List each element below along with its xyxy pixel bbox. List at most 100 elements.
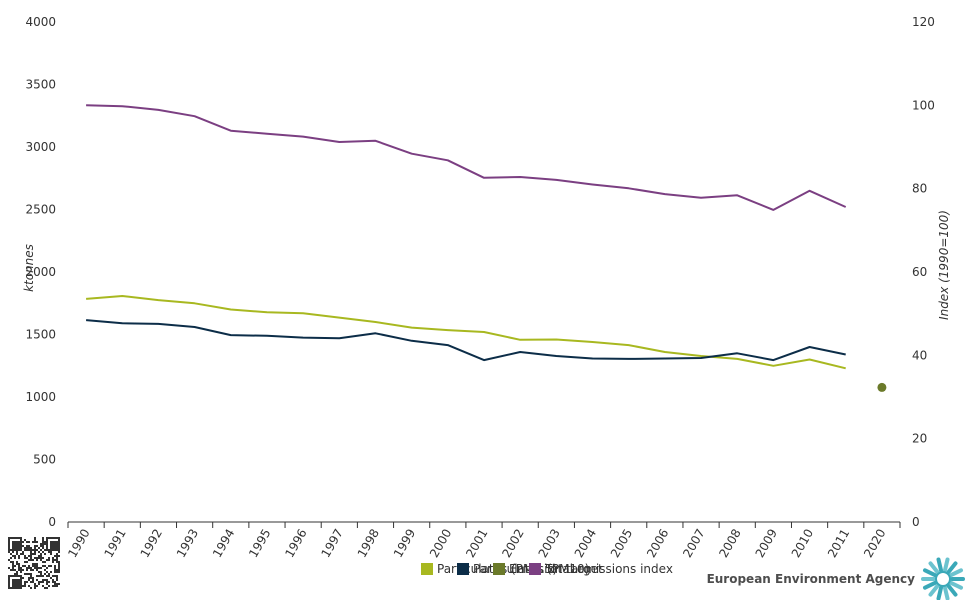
qr-module [10, 561, 12, 563]
qr-module [30, 581, 32, 583]
qr-module [12, 551, 14, 553]
qr-module [18, 565, 20, 567]
qr-module [12, 563, 14, 565]
y-left-tick-label: 4000 [25, 15, 56, 29]
qr-module [40, 571, 42, 573]
x-tick-label: 1991 [101, 527, 128, 560]
legend-swatch [457, 563, 469, 575]
qr-module [56, 561, 58, 563]
qr-module [28, 541, 30, 543]
qr-module [48, 581, 50, 583]
qr-module [58, 571, 60, 573]
qr-module [34, 547, 36, 549]
qr-module [22, 577, 24, 579]
qr-module [34, 583, 36, 585]
qr-module [50, 553, 52, 555]
qr-module [38, 551, 40, 553]
qr-module [40, 549, 42, 551]
qr-module [14, 569, 16, 571]
qr-finder [8, 575, 22, 589]
qr-module [18, 555, 20, 557]
qr-module [56, 579, 58, 581]
logo-ray [946, 561, 958, 574]
qr-module [26, 561, 28, 563]
qr-module [58, 555, 60, 557]
x-axis-ticks: 1990 1991 1992 1993 1994 1995 1996 1997 1998 1999… [65, 522, 901, 560]
qr-module [40, 559, 42, 561]
qr-finder [46, 537, 60, 551]
qr-module [46, 583, 48, 585]
qr-module [12, 565, 14, 567]
qr-module [42, 581, 44, 583]
qr-module [34, 545, 36, 547]
qr-module [20, 553, 22, 555]
qr-module [14, 555, 16, 557]
qr-module [38, 555, 40, 557]
qr-module [42, 579, 44, 581]
y-right-tick-label: 60 [912, 265, 927, 279]
qr-module [52, 581, 54, 583]
qr-module [42, 557, 44, 559]
qr-module [28, 565, 30, 567]
logo-ray [946, 584, 958, 597]
qr-module [20, 569, 22, 571]
qr-module [36, 541, 38, 543]
qr-module [16, 561, 18, 563]
qr-module [34, 541, 36, 543]
y-right-tick-label: 80 [912, 182, 927, 196]
qr-module [36, 569, 38, 571]
qr-module [38, 557, 40, 559]
qr-module [24, 539, 26, 541]
qr-module [26, 557, 28, 559]
qr-module [26, 581, 28, 583]
qr-module [32, 581, 34, 583]
qr-module [58, 567, 60, 569]
qr-module [40, 581, 42, 583]
x-tick-label: 2008 [716, 527, 743, 560]
qr-module [18, 557, 20, 559]
qr-module [54, 585, 56, 587]
series-point [877, 382, 887, 392]
qr-finder-center [12, 541, 20, 549]
qr-module [54, 581, 56, 583]
qr-module [44, 549, 46, 551]
qr-module [32, 541, 34, 543]
qr-module [38, 581, 40, 583]
qr-module [58, 561, 60, 563]
qr-module [28, 559, 30, 561]
qr-module [10, 557, 12, 559]
qr-module [28, 549, 30, 551]
qr-module [44, 541, 46, 543]
logo-ray [943, 557, 950, 573]
qr-module [40, 553, 42, 555]
qr-module [28, 573, 30, 575]
qr-module [24, 547, 26, 549]
qr-module [30, 555, 32, 557]
x-tick-label: 2000 [427, 527, 454, 560]
qr-module [16, 551, 18, 553]
qr-module [42, 541, 44, 543]
y-right-tick-label: 100 [912, 98, 935, 112]
x-tick-label: 1995 [246, 527, 273, 560]
qr-module [40, 545, 42, 547]
qr-module [28, 555, 30, 557]
qr-module [58, 569, 60, 571]
qr-module [50, 565, 52, 567]
logo-ray [928, 584, 940, 597]
qr-module [28, 585, 30, 587]
qr-module [42, 585, 44, 587]
qr-module [58, 583, 60, 585]
qr-module [44, 561, 46, 563]
logo-ray [943, 585, 950, 601]
qr-module [26, 569, 28, 571]
qr-module [58, 551, 60, 553]
qr-module [20, 567, 22, 569]
qr-module [30, 587, 32, 589]
qr-module [34, 551, 36, 553]
eea-logo-icon [921, 557, 965, 601]
qr-module [10, 553, 12, 555]
qr-module [14, 565, 16, 567]
x-tick-label: 2010 [789, 527, 816, 560]
x-tick-label: 2020 [861, 527, 888, 560]
qr-module [12, 567, 14, 569]
